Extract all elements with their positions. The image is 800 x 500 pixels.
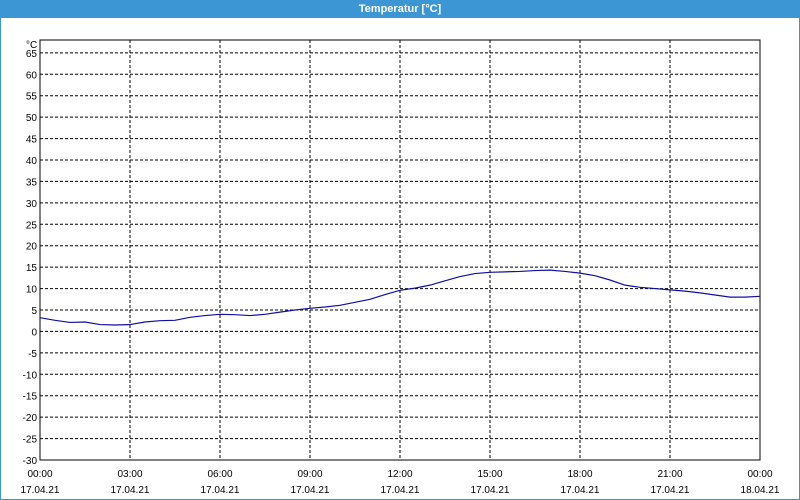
y-tick-label: 0 [31, 327, 37, 338]
y-tick-label: -5 [28, 349, 37, 360]
x-tick-date-label: 17.04.21 [111, 485, 150, 496]
x-tick-date-label: 17.04.21 [21, 485, 60, 496]
x-tick-time-label: 18:00 [567, 469, 592, 480]
grid-lines [40, 40, 760, 460]
y-tick-label: -10 [23, 370, 38, 381]
y-tick-label: 15 [26, 263, 38, 274]
x-tick-time-label: 15:00 [477, 469, 502, 480]
series-group [39, 269, 761, 326]
y-tick-label: 30 [26, 199, 38, 210]
x-tick-date-label: 17.04.21 [651, 485, 690, 496]
y-tick-label: 45 [26, 135, 38, 146]
y-axis-unit-label: °C [26, 40, 37, 51]
y-tick-label: 5 [31, 306, 37, 317]
y-tick-labels: 65605550454035302520151050-5-10-15-20-25… [23, 49, 38, 467]
y-tick-label: -30 [23, 456, 38, 467]
y-tick-label: -20 [23, 413, 38, 424]
x-tick-time-label: 03:00 [117, 469, 142, 480]
y-tick-label: 50 [26, 113, 38, 124]
y-tick-label: -15 [23, 392, 38, 403]
x-tick-date-label: 17.04.21 [381, 485, 420, 496]
y-tick-label: 55 [26, 92, 38, 103]
plot-area-border [39, 39, 761, 461]
x-tick-date-label: 17.04.21 [471, 485, 510, 496]
y-tick-label: 40 [26, 156, 38, 167]
x-tick-date-label: 18.04.21 [741, 485, 780, 496]
x-tick-labels: 00:00 17.04.21 03:00 17.04.21 06:00 17.04.21 0… [21, 469, 780, 496]
y-tick-label: 60 [26, 70, 38, 81]
x-tick-date-label: 17.04.21 [561, 485, 600, 496]
x-tick-time-label: 00:00 [747, 469, 772, 480]
y-tick-label: 10 [26, 285, 38, 296]
y-tick-label: 20 [26, 242, 38, 253]
y-tick-label: 35 [26, 177, 38, 188]
x-tick-time-label: 21:00 [657, 469, 682, 480]
x-tick-time-label: 12:00 [387, 469, 412, 480]
y-tick-label: 25 [26, 220, 38, 231]
y-tick-label: 65 [26, 49, 38, 60]
temperature-series-line [39, 269, 761, 326]
x-tick-date-label: 17.04.21 [201, 485, 240, 496]
x-tick-time-label: 00:00 [27, 469, 52, 480]
x-tick-time-label: 06:00 [207, 469, 232, 480]
x-tick-time-label: 09:00 [297, 469, 322, 480]
y-tick-label: -25 [23, 435, 38, 446]
chart-title: Temperatur [°C] [0, 0, 800, 18]
x-tick-date-label: 17.04.21 [291, 485, 330, 496]
